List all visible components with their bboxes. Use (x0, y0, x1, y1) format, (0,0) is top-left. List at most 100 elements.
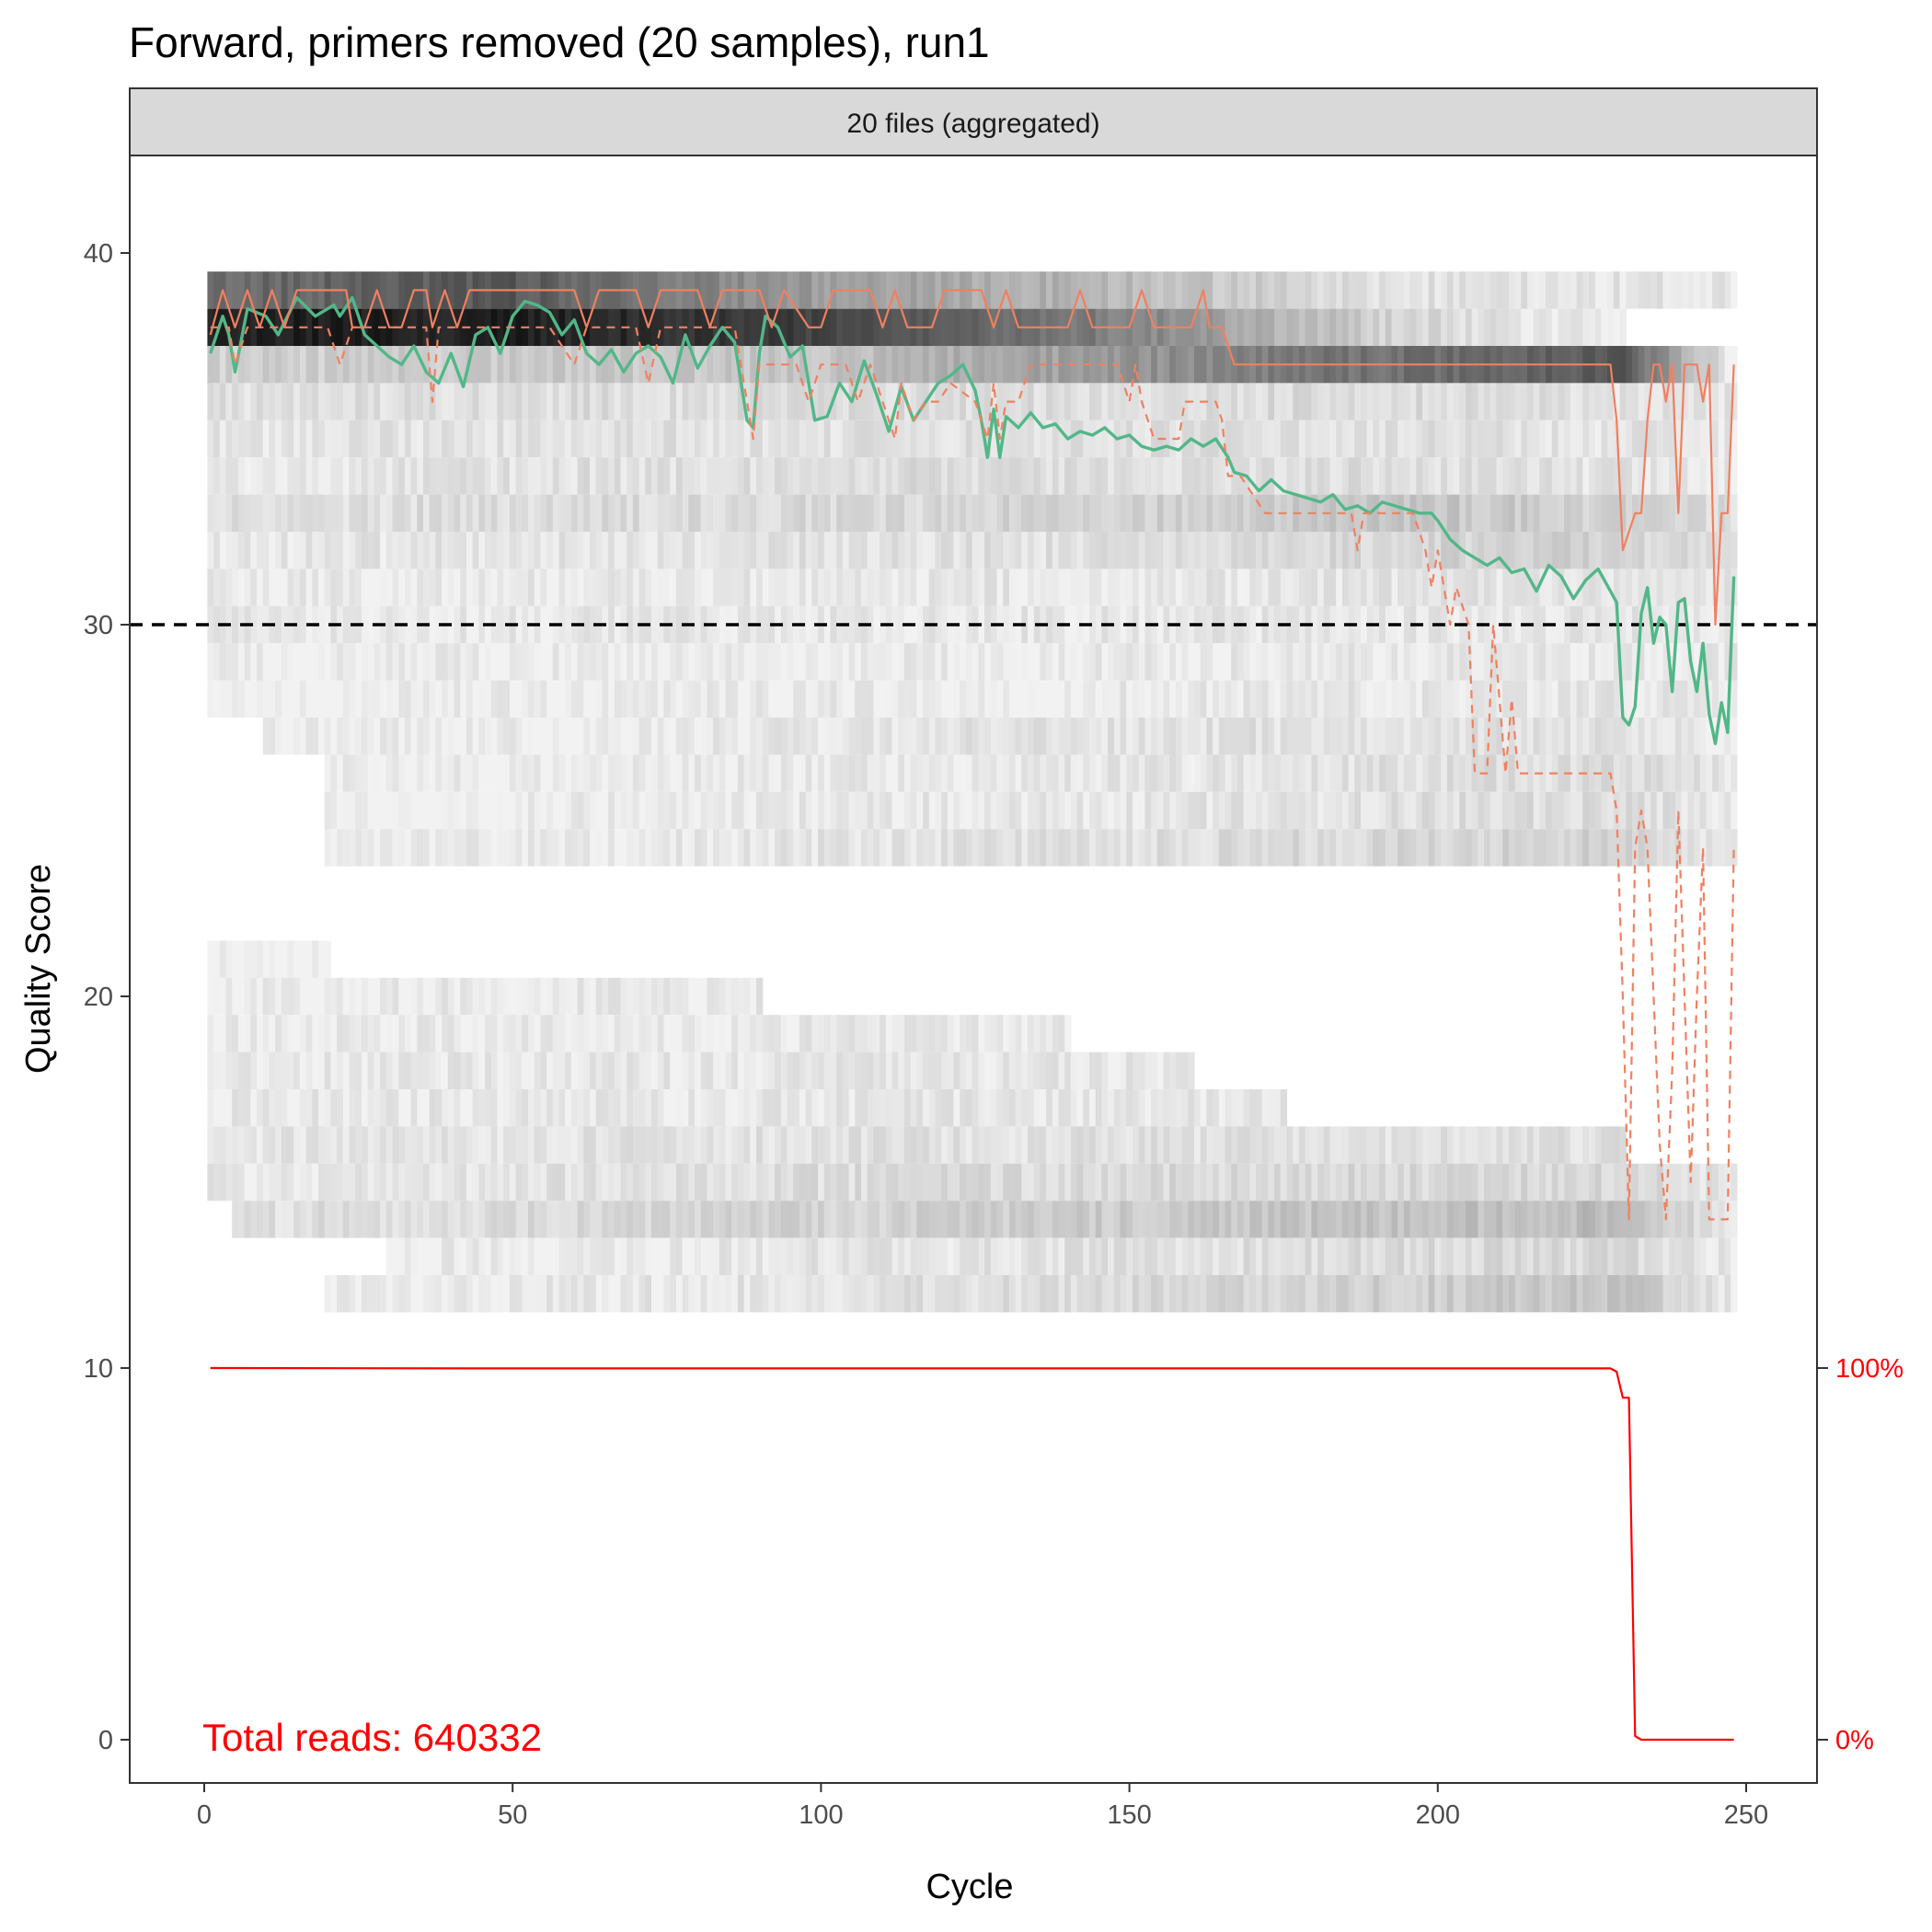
heatmap-cell (1181, 1126, 1189, 1164)
heatmap-cell (737, 643, 745, 681)
heatmap-cell (1558, 494, 1565, 532)
heatmap-cell (1194, 1163, 1202, 1202)
heatmap-cell (1533, 605, 1540, 644)
heatmap-cell (497, 420, 504, 458)
heatmap-cell (768, 1126, 776, 1164)
heatmap-cell (602, 680, 609, 718)
heatmap-cell (1699, 494, 1707, 532)
heatmap-cell (743, 1163, 751, 1202)
heatmap-cell (1175, 569, 1183, 606)
heatmap-cell (367, 1163, 374, 1202)
heatmap-cell (1348, 494, 1355, 532)
heatmap-cell (1551, 1163, 1559, 1202)
heatmap-cell (775, 494, 782, 532)
heatmap-cell (1268, 308, 1275, 346)
heatmap-cell (842, 1052, 850, 1089)
heatmap-cell (552, 680, 560, 718)
heatmap-cell (965, 754, 973, 792)
heatmap-cell (898, 1126, 905, 1164)
heatmap-cell (1101, 569, 1109, 606)
heatmap-cell (756, 1052, 764, 1089)
heatmap-cell (1650, 271, 1658, 309)
heatmap-cell (250, 532, 258, 569)
heatmap-cell (984, 1052, 992, 1089)
heatmap-cell (1366, 1126, 1374, 1164)
heatmap-cell (1256, 829, 1263, 867)
heatmap-cell (719, 420, 727, 458)
heatmap-cell (1731, 494, 1738, 532)
heatmap-cell (546, 829, 554, 867)
heatmap-cell (1650, 457, 1658, 495)
heatmap-cell (1213, 791, 1220, 830)
heatmap-cell (515, 1089, 523, 1127)
heatmap-cell (1261, 569, 1269, 606)
heatmap-cell (670, 977, 677, 1016)
heatmap-cell (342, 977, 351, 1016)
heatmap-cell (1471, 754, 1478, 792)
heatmap-cell (342, 494, 351, 532)
heatmap-cell (590, 1052, 597, 1089)
heatmap-cell (1712, 754, 1719, 792)
heatmap-cell (1052, 420, 1060, 458)
heatmap-cell (1028, 1089, 1035, 1127)
heatmap-cell (1101, 271, 1109, 309)
heatmap-cell (404, 1015, 412, 1052)
heatmap-cell (1163, 271, 1170, 309)
heatmap-cell (1489, 420, 1498, 458)
heatmap-cell (1144, 271, 1152, 309)
heatmap-cell (916, 1015, 924, 1052)
heatmap-cell (960, 1052, 967, 1089)
heatmap-cell (1674, 271, 1683, 309)
heatmap-cell (719, 977, 727, 1016)
heatmap-cell (299, 977, 307, 1016)
heatmap-cell (670, 1163, 677, 1202)
heatmap-cell (861, 643, 868, 681)
heatmap-cell (478, 643, 486, 681)
heatmap-cell (1120, 346, 1127, 384)
heatmap-cell (1033, 718, 1041, 755)
heatmap-cell (1366, 680, 1374, 718)
heatmap-cell (1712, 494, 1719, 532)
heatmap-cell (891, 420, 899, 458)
heatmap-cell (1156, 605, 1165, 644)
heatmap-cell (1613, 643, 1621, 681)
heatmap-cell (1669, 791, 1676, 830)
heatmap-cell (324, 532, 331, 569)
heatmap-cell (941, 1015, 949, 1052)
heatmap-cell (515, 829, 523, 867)
heatmap-cell (1379, 532, 1386, 569)
heatmap-cell (1076, 494, 1084, 532)
heatmap-cell (570, 791, 579, 830)
heatmap-cell (627, 754, 634, 792)
heatmap-cell (1243, 718, 1250, 755)
heatmap-cell (1089, 1089, 1097, 1127)
heatmap-cell (1108, 1163, 1115, 1202)
heatmap-cell (818, 532, 825, 569)
heatmap-cell (1594, 271, 1603, 309)
heatmap-cell (466, 1201, 474, 1238)
heatmap-cell (429, 1089, 436, 1127)
heatmap-cell (1446, 791, 1455, 830)
heatmap-cell (935, 532, 942, 569)
heatmap-cell (1731, 829, 1738, 867)
heatmap-cell (1194, 532, 1202, 569)
heatmap-cell (996, 532, 1004, 569)
heatmap-cell (1626, 829, 1633, 867)
heatmap-cell (1108, 569, 1115, 606)
heatmap-cell (996, 1126, 1004, 1164)
heatmap-cell (1225, 532, 1232, 569)
heatmap-cell (1453, 643, 1460, 681)
heatmap-cell (1601, 457, 1608, 495)
heatmap-cell (651, 718, 659, 755)
heatmap-cell (577, 532, 584, 569)
heatmap-cell (972, 308, 979, 346)
heatmap-cell (1163, 494, 1170, 532)
heatmap-cell (367, 1015, 374, 1052)
heatmap-cell (423, 643, 431, 681)
heatmap-cell (454, 680, 461, 718)
heatmap-cell (719, 605, 727, 644)
heatmap-cell (349, 1126, 356, 1164)
heatmap-cell (1632, 754, 1639, 792)
heatmap-cell (1589, 420, 1596, 458)
heatmap-cell (1341, 383, 1350, 420)
